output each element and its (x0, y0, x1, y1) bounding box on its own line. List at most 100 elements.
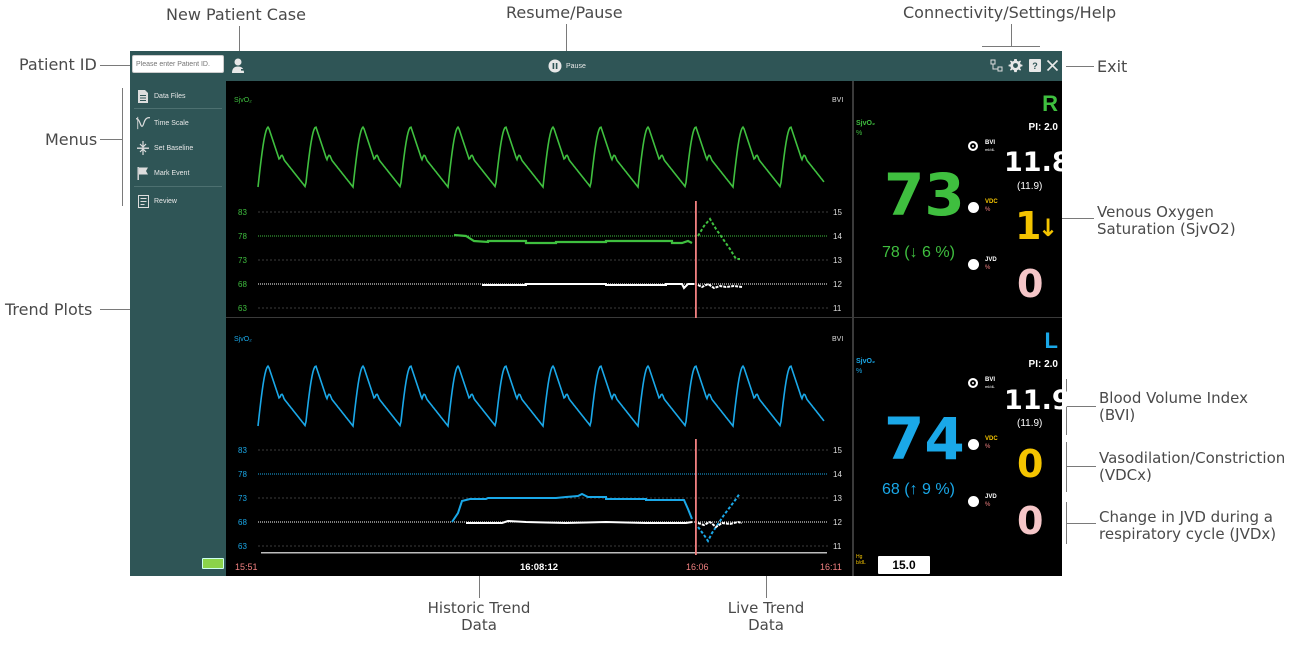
right-readout-panel: R PI: 2.0 SjvO₂ % 73 78 (↓ 6 %) BVI ml/d… (854, 81, 1071, 317)
pause-button[interactable]: Pause (548, 59, 586, 73)
bottom-bvi-trend (466, 519, 693, 525)
left-vdc-value: 0 (1017, 442, 1044, 486)
left-sjvo2-unit: % (856, 368, 863, 375)
bottom-sjvo2-waveform (257, 364, 825, 429)
right-bvi-radio[interactable] (968, 141, 978, 151)
right-sjvo2-unit: % (856, 130, 863, 137)
callout-live-trend: Live Trend Data (727, 599, 805, 634)
monitor-window: Pause ? (130, 51, 1071, 576)
top-left-tick: 78 (238, 232, 247, 241)
help-button[interactable]: ? (1028, 58, 1042, 73)
right-pi-label: PI: 2.0 (1028, 122, 1058, 133)
right-jvd-radio[interactable] (968, 259, 979, 270)
time-end-label: 16:11 (820, 562, 842, 572)
bottom-left-tick: 63 (238, 542, 247, 551)
time-cursor-label: 16:08:12 (520, 562, 558, 573)
left-jvd-unit: % (985, 502, 991, 508)
help-book-icon: ? (1029, 59, 1041, 72)
leader-menus-h (100, 139, 122, 140)
left-vdc-radio[interactable] (968, 439, 979, 450)
pause-label: Pause (566, 62, 586, 70)
left-pi-label: PI: 2.0 (1028, 359, 1058, 370)
top-right-tick: 14 (833, 232, 842, 241)
menu-data-files-label: Data Files (154, 92, 186, 100)
top-right-tick: 13 (833, 256, 842, 265)
left-bvi-value: 11.9 (1004, 385, 1071, 416)
connectivity-button[interactable] (990, 59, 1004, 73)
callout-trend-plots: Trend Plots (5, 300, 93, 319)
bottom-wave-label: SjvO₂ (234, 336, 252, 343)
bottom-left-tick: 73 (238, 494, 247, 503)
settings-button[interactable] (1008, 58, 1023, 73)
menu-review[interactable]: Review (134, 190, 222, 212)
left-readout-panel: L PI: 2.0 SjvO₂ % 74 68 (↑ 9 %) BVI ml/d… (854, 318, 1071, 576)
top-sjvo2-trend (453, 233, 693, 245)
right-sjvo2-baseline: 78 (↓ 6 %) (882, 244, 955, 261)
leader-vdc-h (1066, 466, 1096, 467)
baseline-icon (136, 141, 150, 155)
right-vdc-label: VDC (985, 199, 998, 205)
right-sjvo2-value: 73 (884, 161, 965, 229)
left-vdc-label: VDC (985, 436, 998, 442)
menu-data-files[interactable]: Data Files (134, 85, 222, 107)
trend-plots: SjvO₂ BVI SjvO₂ BVI 83 15 78 14 73 13 68 12 63 11… (234, 97, 843, 573)
leader-menus-v (122, 88, 123, 206)
person-add-icon (232, 58, 246, 73)
leader-bvi-h (1066, 406, 1096, 407)
right-channel-label: R (1042, 91, 1058, 116)
left-bvi-unit: ml/dL (985, 384, 995, 389)
pause-icon (548, 59, 562, 73)
leader-live (766, 556, 767, 598)
callout-patient-id: Patient ID (19, 55, 97, 74)
leader-patient-id (100, 65, 132, 66)
leader-connect-v (1011, 24, 1012, 46)
right-vdc-arrow: ↓ (1038, 214, 1059, 242)
callout-resume-pause: Resume/Pause (506, 3, 623, 22)
callout-jvd: Change in JVD during a respiratory cycle … (1099, 508, 1277, 543)
left-jvd-radio[interactable] (968, 496, 979, 507)
svg-text:?: ? (1032, 61, 1038, 71)
hgb-input[interactable]: 15.0 (878, 556, 930, 574)
left-jvd-value: 0 (1017, 499, 1044, 543)
right-jvd-label: JVD (985, 257, 997, 263)
top-right-tick: 11 (833, 304, 842, 313)
top-bar: Pause ? (130, 51, 1062, 81)
top-live-bvi-trend (697, 282, 743, 290)
right-jvd-unit: % (985, 265, 991, 271)
leader-jvd-h (1066, 523, 1096, 524)
menu-mark-event[interactable]: Mark Event (134, 162, 222, 184)
bottom-left-tick: 83 (238, 446, 247, 455)
new-patient-button[interactable] (230, 57, 248, 75)
bottom-live-sjvo2-trend (697, 492, 741, 543)
menu-set-baseline[interactable]: Set Baseline (134, 137, 222, 159)
bottom-live-bvi-trend (697, 520, 743, 529)
patient-id-input[interactable] (132, 55, 224, 73)
bottom-live-marker (695, 439, 697, 555)
leader-pause (566, 24, 567, 56)
menu-divider (134, 186, 222, 187)
top-trend-grid: 83 15 78 14 73 13 68 12 63 11 (238, 208, 842, 313)
right-vdc-value: 1 (1015, 204, 1042, 248)
callout-connectivity: Connectivity/Settings/Help (903, 3, 1117, 22)
review-icon (136, 194, 150, 208)
exit-button[interactable] (1046, 59, 1059, 72)
menu-time-scale[interactable]: Time Scale (134, 112, 222, 134)
bottom-left-tick: 78 (238, 470, 247, 479)
bottom-bvi-label: BVI (832, 336, 843, 343)
right-vdc-radio[interactable] (968, 202, 979, 213)
callout-new-patient-case: New Patient Case (166, 5, 306, 24)
leader-historic (479, 556, 480, 598)
time-start-label: 15:51 (235, 562, 258, 572)
leader-vdc-v (1066, 442, 1067, 492)
left-bvi-radio[interactable] (968, 378, 978, 388)
callout-exit: Exit (1097, 57, 1128, 76)
menu-set-baseline-label: Set Baseline (154, 144, 194, 152)
top-right-tick: 15 (833, 208, 842, 217)
time-live-label: 16:06 (686, 562, 709, 572)
left-bvi-baseline: (11.9) (1017, 418, 1043, 429)
plot-panel-divider (852, 81, 854, 576)
right-sjvo2-label: SjvO₂ (856, 120, 876, 127)
left-sjvo2-label: SjvO₂ (856, 358, 876, 365)
menu-review-label: Review (154, 197, 177, 205)
bottom-right-tick: 15 (833, 446, 842, 455)
